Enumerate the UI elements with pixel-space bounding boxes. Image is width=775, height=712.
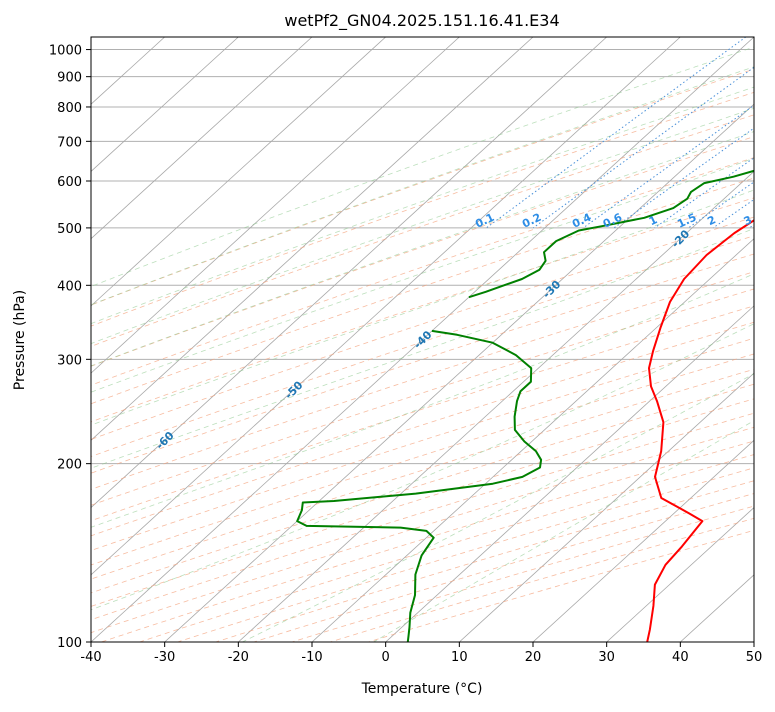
y-tick-label: 900 <box>57 71 82 86</box>
x-axis-label: Temperature (°C) <box>361 681 483 697</box>
x-tick-label: -30 <box>154 650 175 665</box>
y-axis-label: Pressure (hPa) <box>12 290 28 390</box>
x-tick-label: 20 <box>525 650 542 665</box>
isotherm-line <box>754 37 775 642</box>
x-tick-label: 40 <box>672 650 689 665</box>
x-tick-label: 50 <box>746 650 763 665</box>
y-tick-label: 100 <box>57 636 82 651</box>
y-tick-label: 400 <box>57 279 82 294</box>
x-tick-label: 30 <box>598 650 615 665</box>
x-tick-label: -20 <box>228 650 249 665</box>
x-tick-label: 0 <box>382 650 390 665</box>
y-tick-label: 1000 <box>49 44 82 59</box>
x-tick-label: 10 <box>451 650 468 665</box>
y-tick-label: 700 <box>57 135 82 150</box>
y-tick-label: 600 <box>57 175 82 190</box>
y-tick-label: 800 <box>57 101 82 116</box>
x-tick-label: -10 <box>301 650 322 665</box>
y-tick-label: 300 <box>57 353 82 368</box>
y-tick-label: 200 <box>57 458 82 473</box>
chart-title: wetPf2_GN04.2025.151.16.41.E34 <box>284 11 559 31</box>
x-tick-label: -40 <box>80 650 101 665</box>
y-tick-label: 500 <box>57 222 82 237</box>
